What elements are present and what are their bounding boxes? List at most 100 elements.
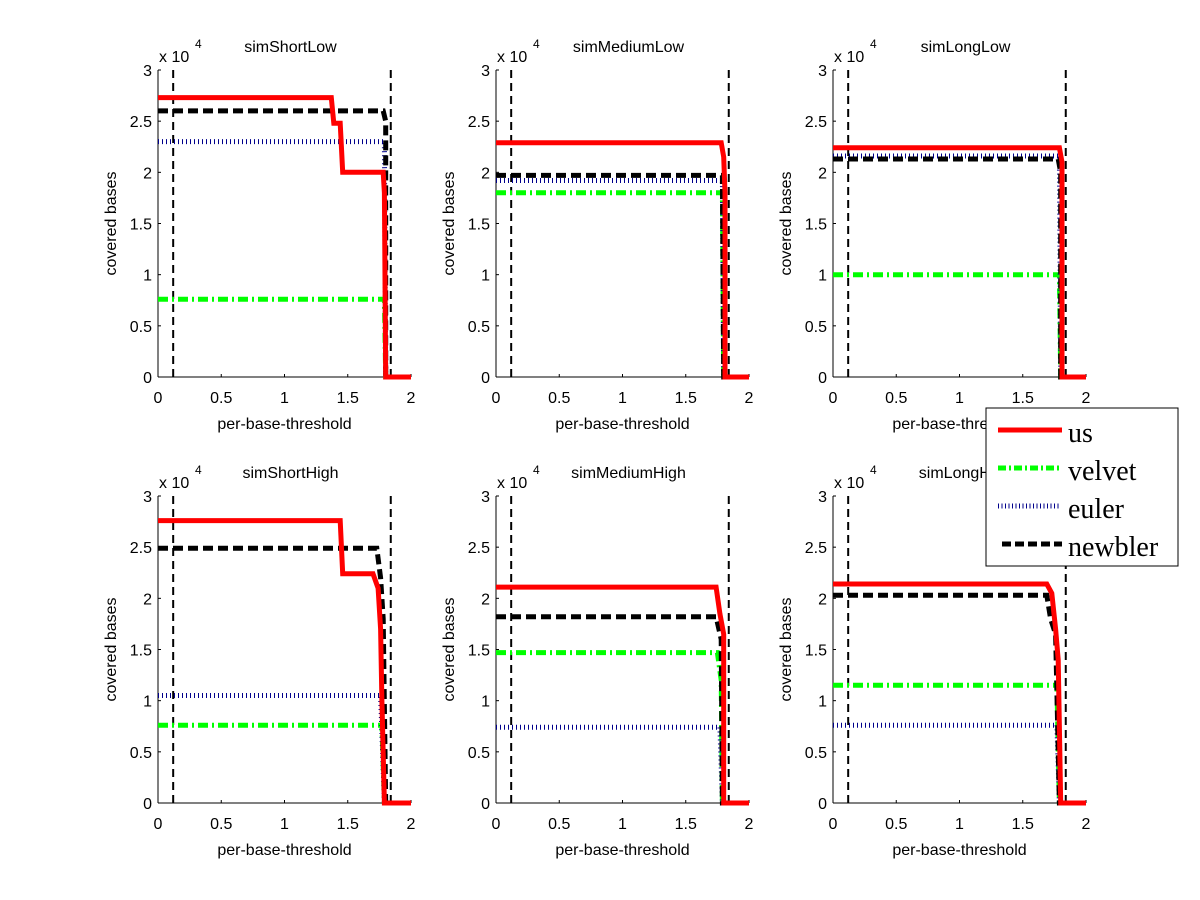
series-velvet [496,650,749,806]
y-tick-label: 1 [818,268,827,285]
y-tick-label: 0.5 [805,319,827,336]
y-tick-label: 3 [818,63,827,80]
y-exponent-label: x 10 [497,475,527,492]
y-tick-label: 1.5 [805,643,827,660]
y-tick-label: 1 [481,268,490,285]
subplot-title: simShortLow [244,39,337,56]
legend: us velvet euler newbler [985,407,1179,567]
y-tick-label: 1.5 [805,217,827,234]
legend-label-velvet: velvet [1068,456,1137,487]
y-exponent-label: x 10 [497,49,527,66]
series-newbler [833,592,1086,806]
x-axis-label: per-base-threshold [217,416,351,433]
x-tick-label: 1 [618,390,627,407]
legend-entry-euler: euler [998,494,1125,525]
y-tick-label: 0.5 [805,745,827,762]
series-euler [833,153,1086,380]
y-axis-label: covered bases [778,597,795,701]
x-axis-label: per-base-threshold [892,842,1026,859]
y-exponent-power: 4 [195,463,202,477]
series-us [833,145,1086,380]
x-tick-label: 0.5 [885,390,907,407]
y-tick-label: 1.5 [130,643,152,660]
x-axis-label: per-base-threshold [555,842,689,859]
series-velvet [158,296,411,380]
x-tick-label: 1.5 [1012,390,1034,407]
x-tick-label: 2 [745,390,754,407]
y-exponent-power: 4 [533,37,540,51]
x-tick-label: 0 [492,390,501,407]
y-tick-label: 2.5 [130,540,152,557]
x-tick-label: 0 [154,390,163,407]
legend-label-euler: euler [1068,494,1125,525]
y-exponent-label: x 10 [159,475,189,492]
y-exponent-power: 4 [870,463,877,477]
x-tick-label: 0 [492,816,501,833]
x-tick-label: 1 [280,816,289,833]
x-tick-label: 0.5 [548,390,570,407]
y-tick-label: 0 [818,796,827,813]
x-tick-label: 0 [829,390,838,407]
y-tick-label: 1 [143,268,152,285]
subplot-grid: 0 0.5 1 1.5 2 2.5 3 0 0.5 1 1.5 2 simShortLow x 10 4 pe… [103,37,1091,859]
y-tick-label: 0 [143,370,152,387]
x-tick-label: 0 [154,816,163,833]
subplot-title: simShortHigh [242,465,338,482]
series-newbler [496,614,749,806]
y-axis-label: covered bases [441,171,458,275]
subplot-simMediumHigh: 0 0.5 1 1.5 2 2.5 3 0 0.5 1 1.5 2 simMediumHigh x 10 4… [441,463,754,859]
y-tick-label: 2 [143,591,152,608]
x-tick-label: 2 [745,816,754,833]
series-euler [496,724,749,806]
legend-box [985,407,1179,567]
y-tick-label: 2 [143,165,152,182]
x-tick-label: 1.5 [337,390,359,407]
x-tick-label: 1 [280,390,289,407]
x-tick-label: 1 [955,816,964,833]
y-tick-label: 0.5 [468,319,490,336]
subplot-simShortLow: 0 0.5 1 1.5 2 2.5 3 0 0.5 1 1.5 2 simShortLow x 10 4 pe… [103,37,416,433]
y-tick-label: 0 [481,796,490,813]
y-tick-label: 3 [481,489,490,506]
legend-entry-velvet: velvet [998,456,1137,487]
legend-entry-newbler: newbler [1002,532,1159,563]
series-us [496,140,749,380]
y-tick-label: 2 [481,165,490,182]
subplot-title: simMediumHigh [571,465,686,482]
y-axis-label: covered bases [441,597,458,701]
x-tick-label: 2 [1082,390,1091,407]
series-us [496,584,749,806]
series-velvet [496,190,749,380]
y-tick-label: 1 [818,694,827,711]
x-tick-label: 0 [829,816,838,833]
series-euler [158,139,411,380]
x-tick-label: 1 [618,816,627,833]
y-tick-label: 2.5 [805,114,827,131]
x-tick-label: 1.5 [1012,816,1034,833]
y-tick-label: 0 [818,370,827,387]
series-newbler [496,172,749,380]
x-axis-label: per-base-threshold [217,842,351,859]
x-tick-label: 2 [1082,816,1091,833]
x-tick-label: 0.5 [885,816,907,833]
y-tick-label: 3 [143,489,152,506]
y-tick-label: 0.5 [468,745,490,762]
x-tick-label: 0.5 [210,390,232,407]
x-tick-label: 1.5 [337,816,359,833]
x-tick-label: 1 [955,390,964,407]
series-us [158,518,411,806]
y-tick-label: 2.5 [468,114,490,131]
x-tick-label: 2 [407,390,416,407]
series-velvet [833,272,1086,380]
y-axis-label: covered bases [103,171,120,275]
x-tick-label: 1.5 [675,390,697,407]
y-tick-label: 1.5 [130,217,152,234]
series-newbler [158,545,411,806]
x-tick-label: 0.5 [210,816,232,833]
y-exponent-label: x 10 [834,49,864,66]
y-tick-label: 1.5 [468,217,490,234]
y-tick-label: 2.5 [130,114,152,131]
y-exponent-label: x 10 [834,475,864,492]
subplot-simMediumLow: 0 0.5 1 1.5 2 2.5 3 0 0.5 1 1.5 2 simMediumLow x 10 4 p… [441,37,754,433]
y-tick-label: 2.5 [805,540,827,557]
